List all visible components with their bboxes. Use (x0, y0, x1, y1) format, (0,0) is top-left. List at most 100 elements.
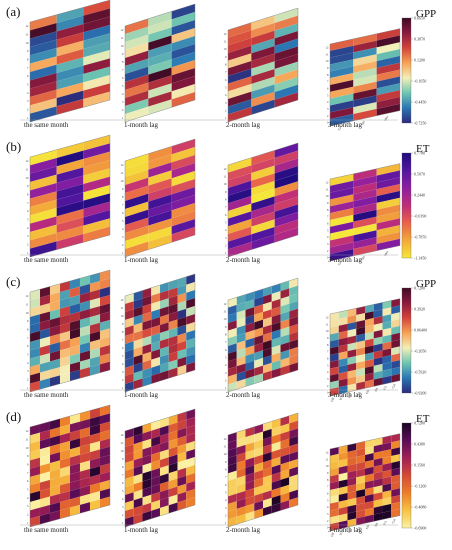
row-tick-label: 3 (225, 101, 227, 105)
row-tick-label: 1 (225, 251, 227, 255)
row-tick-label: 12 (325, 45, 329, 49)
row-tick-label: 9 (327, 66, 329, 70)
row-tick-label: 12 (223, 32, 227, 36)
subplot-label: 1-month lag (124, 256, 159, 264)
col-tick-label: Mea (383, 249, 389, 256)
row-tick-label: 7 (225, 475, 227, 479)
row-tick-label: 3 (327, 377, 329, 381)
colorbar-tick-label: 0.1200 (414, 57, 425, 62)
row-tick-label: 11 (25, 33, 28, 37)
row-tick-label: 10 (325, 329, 329, 333)
colorbar-tick-label: -0.4080 (414, 504, 426, 509)
colorbar-title: GPP (416, 278, 436, 290)
row-tick-label: 7 (122, 473, 124, 477)
subplot-label: 2-month lag (226, 526, 261, 534)
row-tick-label: 12 (25, 159, 29, 163)
subplot-label: the same month (24, 391, 69, 399)
row-tick-label: 3 (225, 236, 227, 240)
row-tick-label: 7 (327, 215, 329, 219)
row-tick-label: 3 (27, 504, 29, 508)
col-tick-label: GR (365, 523, 371, 529)
row-tick-label: 8 (122, 60, 124, 64)
row-tick-label: 5 (225, 86, 227, 90)
row-tick-label: 1 (327, 121, 329, 125)
row-tick-label: 2 (225, 244, 227, 248)
col-tick-label: WS (338, 530, 344, 536)
colorbar-tick-label: -0.7870 (414, 234, 426, 239)
row-tick-label: 10 (25, 176, 29, 180)
row-tick-label: 10 (120, 314, 124, 318)
row-tick-label: 10 (325, 464, 329, 468)
row-tick-label: 2 (122, 108, 124, 112)
row-tick-label: 5 (327, 363, 329, 367)
row-tick-label: 10 (223, 452, 227, 456)
row-tick-label: 5 (122, 354, 124, 358)
row-tick-label: 10 (25, 311, 29, 315)
row-tick-label: 12 (223, 302, 227, 306)
row-tick-label: 1 (122, 251, 124, 255)
colorbar-gradient (401, 422, 412, 529)
subplot-label: 2-month lag (226, 391, 261, 399)
col-tick-label: Cul (391, 383, 397, 389)
colorbar-tick-label: 0.6650 (414, 15, 425, 20)
colorbar-tick-label: 0.3870 (414, 36, 425, 41)
colorbar-gradient (401, 287, 412, 394)
row-tick-label: 1 (327, 391, 329, 395)
colorbar-tick-label: -0.9200 (414, 390, 426, 395)
row-tick-label: 3 (27, 369, 29, 373)
row-tick-label: 11 (120, 171, 123, 175)
col-tick-label: FO (382, 385, 388, 391)
row-tick-label: 8 (327, 208, 329, 212)
row-tick-label: 6 (225, 78, 227, 82)
row-tick-label: 8 (122, 195, 124, 199)
row-tick-label: 12 (325, 180, 329, 184)
row-tick-label: 1 (327, 256, 329, 260)
row-tick-label: 9 (27, 184, 29, 188)
row-tick-label: 7 (27, 66, 29, 70)
row-tick-label: 5 (327, 93, 329, 97)
col-tick-label: SA (356, 525, 362, 531)
colorbar-tick-label: -0.6900 (414, 525, 426, 530)
subplot-label: the same month (24, 121, 69, 129)
row-tick-label: 2 (327, 249, 329, 253)
row-tick-label: 10 (325, 194, 329, 198)
row-tick-label: 6 (122, 346, 124, 350)
row-tick-label: 9 (327, 471, 329, 475)
colorbar-tick-label: 0.7780 (414, 150, 425, 155)
row-tick-label: 9 (122, 457, 124, 461)
row-tick-label: 5 (327, 498, 329, 502)
row-tick-label: 8 (327, 73, 329, 77)
row-tick-label: 6 (122, 481, 124, 485)
colorbar-tick-label: -0.7250 (414, 120, 426, 125)
row-tick-label: 2 (122, 513, 124, 517)
row-tick-label: 5 (225, 356, 227, 360)
row-tick-label: 5 (327, 228, 329, 232)
row-tick-label: 2 (27, 243, 29, 247)
row-tick-label: 9 (122, 322, 124, 326)
row-tick-label: 3 (122, 100, 124, 104)
row-tick-label: 2 (225, 379, 227, 383)
row-tick-label: 3 (27, 234, 29, 238)
row-tick-label: 2 (122, 378, 124, 382)
row-tick-label: 8 (27, 193, 29, 197)
row-tick-label: 10 (25, 446, 29, 450)
row-tick-label: 3 (122, 235, 124, 239)
row-tick-label: 2 (327, 384, 329, 388)
row-tick-label: 4 (122, 497, 124, 501)
heatmap-frame (227, 412, 299, 528)
row-tick-label: 8 (225, 198, 227, 202)
row-tick-label: 10 (120, 44, 124, 48)
row-tick-label: 12 (120, 163, 124, 167)
row-tick-label: 4 (122, 92, 124, 96)
row-tick-label: 9 (27, 454, 29, 458)
row-tick-label: 7 (27, 471, 29, 475)
panel-label: (c) (6, 274, 20, 289)
